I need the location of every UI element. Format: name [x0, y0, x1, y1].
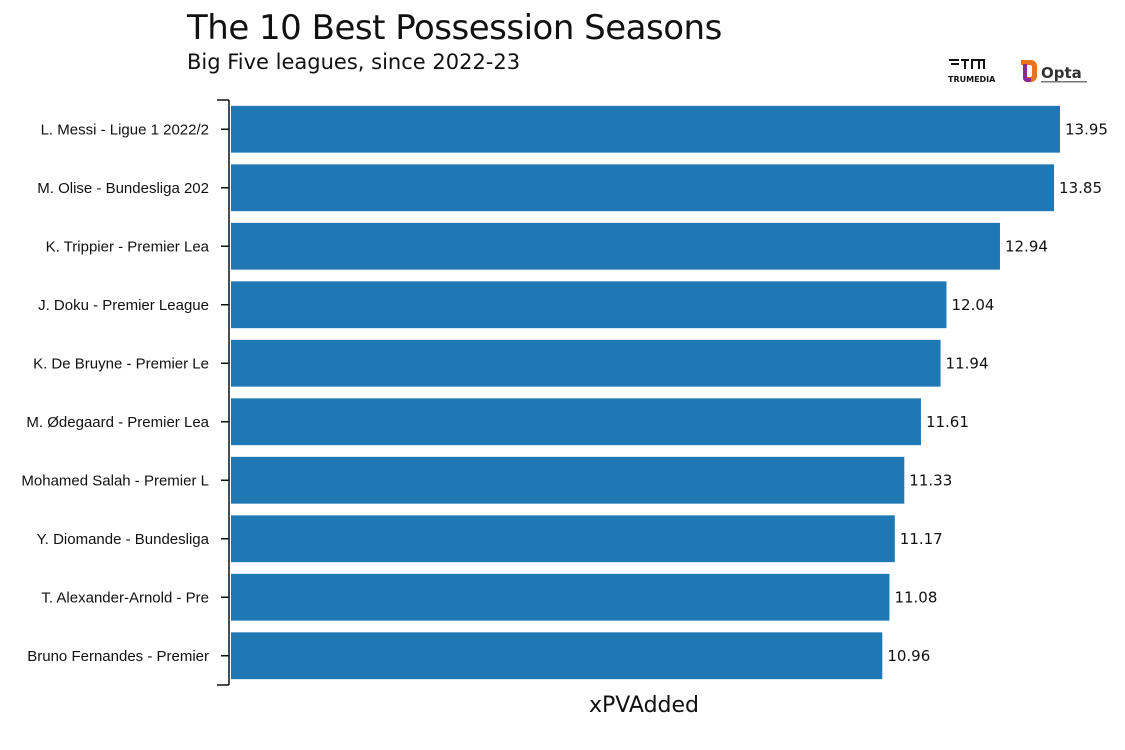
value-label: 12.04 [951, 296, 994, 314]
y-axis [217, 99, 230, 686]
value-label: 12.94 [1005, 237, 1048, 255]
x-axis-label: xPVAdded [589, 693, 699, 718]
category-label: Bruno Fernandes - Premier [27, 648, 209, 665]
bar [231, 573, 890, 621]
bar [231, 105, 1060, 153]
opta-logo: Opta [1021, 60, 1087, 83]
value-label: 11.94 [946, 354, 989, 372]
bar [231, 222, 1000, 270]
bars-layer [231, 105, 1060, 680]
category-labels: L. Messi - Ligue 1 2022/2 M. Olise - Bund… [21, 121, 209, 665]
category-label: J. Doku - Premier League [38, 297, 209, 314]
bar [231, 632, 883, 680]
value-label: 11.33 [909, 471, 952, 489]
category-label: Y. Diomande - Bundesliga [37, 531, 210, 548]
bar [231, 515, 895, 563]
bar [231, 398, 921, 446]
bar [231, 456, 905, 504]
value-labels: 13.95 13.85 12.94 12.04 11.94 11.61 11.33 11.17… [887, 120, 1108, 665]
bar [231, 164, 1055, 212]
category-label: K. De Bruyne - Premier Le [33, 355, 209, 372]
category-label: M. Olise - Bundesliga 202 [37, 180, 209, 197]
category-label: L. Messi - Ligue 1 2022/2 [41, 121, 209, 138]
value-label: 11.08 [894, 588, 937, 606]
category-label: T. Alexander-Arnold - Pre [41, 589, 209, 606]
value-label: 10.96 [887, 647, 930, 665]
trumedia-logo: TRUMEDIA [948, 59, 996, 84]
chart-subtitle: Big Five leagues, since 2022-23 [187, 50, 521, 74]
bar [231, 339, 941, 387]
brand-logos: TRUMEDIA Opta [948, 59, 1087, 84]
trumedia-wordmark: TRUMEDIA [948, 75, 996, 84]
value-label: 11.61 [926, 413, 969, 431]
category-label: K. Trippier - Premier Lea [46, 238, 210, 255]
opta-wordmark: Opta [1041, 64, 1082, 82]
value-label: 13.95 [1065, 120, 1108, 138]
bar [231, 281, 947, 329]
chart-title: The 10 Best Possession Seasons [187, 8, 722, 48]
category-label: M. Ødegaard - Premier Lea [26, 414, 209, 431]
value-label: 13.85 [1059, 179, 1102, 197]
value-label: 11.17 [900, 530, 943, 548]
category-label: Mohamed Salah - Premier L [21, 472, 209, 489]
